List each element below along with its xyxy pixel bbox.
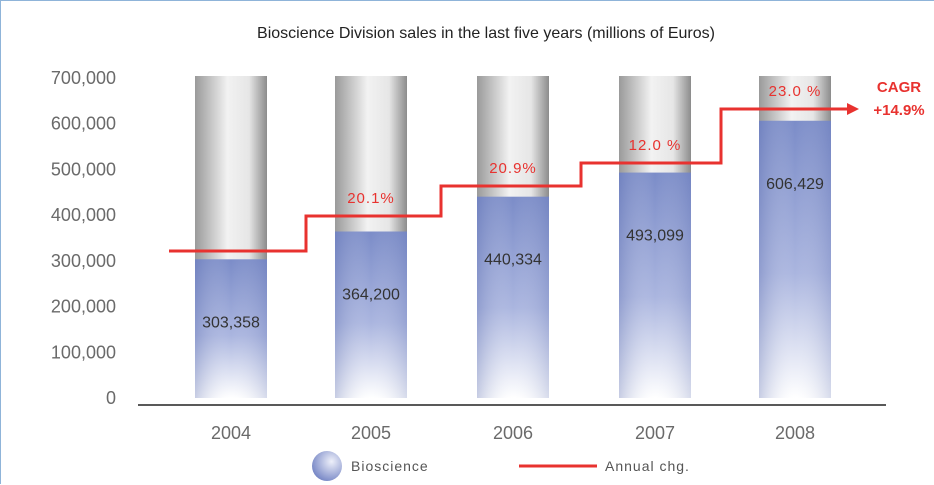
y-axis: 0 100,000 200,000 300,000 400,000 500,000 600,…: [51, 68, 116, 408]
legend-label-bioscience: Bioscience: [351, 458, 429, 474]
bars: 303,358 364,200 440,334 493,099 606,429: [195, 76, 831, 398]
annual-change-label: 20.1%: [347, 190, 395, 207]
bar-shading: [195, 259, 267, 398]
bar-value-label: 606,429: [766, 176, 824, 193]
x-tick-label: 2008: [775, 423, 815, 443]
bar-value-label: 440,334: [484, 252, 542, 269]
y-tick-label: 0: [106, 388, 116, 408]
bar-value-label: 303,358: [202, 314, 260, 331]
bar-shading: [335, 231, 407, 398]
x-tick-label: 2004: [211, 423, 251, 443]
bar-value-label: 364,200: [342, 287, 400, 304]
bar-value-label: 493,099: [626, 228, 684, 245]
y-tick-label: 500,000: [51, 159, 116, 179]
annual-change-line: 20.1% 20.9% 12.0 % 23.0 % CAGR +14.9%: [169, 79, 925, 253]
bar-shading: [619, 172, 691, 398]
annual-change-step-line: [169, 107, 849, 253]
y-tick-label: 400,000: [51, 205, 116, 225]
chart-title: Bioscience Division sales in the last fi…: [257, 25, 715, 42]
x-axis: 2004 2005 2006 2007 2008: [138, 404, 886, 443]
annual-change-label: 12.0 %: [629, 137, 682, 154]
x-tick-label: 2007: [635, 423, 675, 443]
y-tick-label: 200,000: [51, 297, 116, 317]
y-tick-label: 600,000: [51, 114, 116, 134]
legend-swatch-bioscience: [312, 451, 342, 481]
annual-change-label: 23.0 %: [769, 83, 822, 100]
arrow-head-icon: [847, 103, 859, 115]
x-tick-label: 2005: [351, 423, 391, 443]
x-tick-label: 2006: [493, 423, 533, 443]
cagr-value: +14.9%: [873, 102, 924, 119]
legend-label-annual-change: Annual chg.: [605, 458, 690, 474]
y-tick-label: 100,000: [51, 342, 116, 362]
cagr-label: CAGR: [877, 79, 921, 96]
bar-shading: [759, 120, 831, 398]
legend: Bioscience Annual chg.: [312, 451, 690, 481]
y-tick-label: 700,000: [51, 68, 116, 88]
annual-change-label: 20.9%: [489, 160, 537, 177]
y-tick-label: 300,000: [51, 251, 116, 271]
bar-shading: [477, 196, 549, 398]
